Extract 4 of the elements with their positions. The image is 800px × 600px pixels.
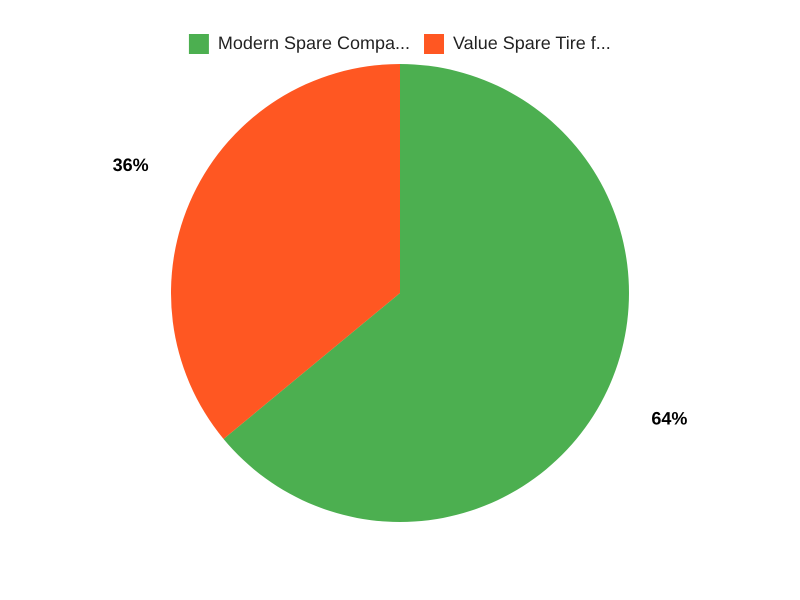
data-label: 36% [112, 155, 149, 176]
legend-label: Value Spare Tire f... [453, 32, 611, 53]
legend-label: Modern Spare Compa... [218, 32, 410, 53]
data-label: 64% [651, 408, 688, 429]
